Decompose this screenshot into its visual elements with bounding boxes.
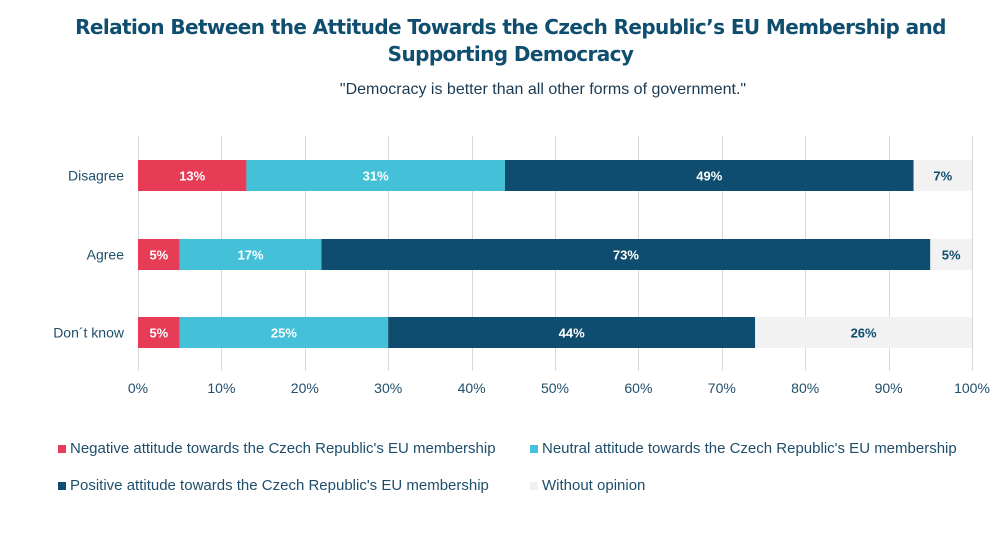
data-label: 26% [851, 326, 877, 341]
bar-segment [246, 160, 505, 191]
bar-segment [138, 317, 180, 348]
bar-segment [913, 160, 972, 191]
legend-item: Neutral attitude towards the Czech Repub… [530, 440, 957, 457]
category-label: Agree [87, 247, 125, 263]
chart-title-line-1: Relation Between the Attitude Towards th… [75, 15, 946, 39]
x-tick-label: 80% [791, 380, 819, 396]
data-label: 73% [613, 248, 639, 263]
data-label: 31% [363, 169, 389, 184]
legend-label: Neutral attitude towards the Czech Repub… [542, 440, 957, 457]
data-label: 5% [149, 326, 168, 341]
legend-swatch [58, 481, 66, 490]
legend-item: Negative attitude towards the Czech Repu… [58, 440, 496, 457]
legend-label: Without opinion [542, 477, 646, 494]
data-label: 49% [696, 169, 722, 184]
data-label: 5% [942, 248, 961, 263]
x-tick-label: 0% [128, 380, 148, 396]
legend-item: Without opinion [530, 477, 645, 494]
data-label: 25% [271, 326, 297, 341]
bar-segment [179, 239, 322, 270]
x-tick-label: 100% [954, 380, 990, 396]
legend-swatch [530, 481, 538, 490]
chart-title: Relation Between the Attitude Towards th… [0, 14, 1001, 68]
data-label: 44% [559, 326, 585, 341]
bar-segment [138, 160, 247, 191]
category-label: Don´t know [53, 325, 125, 341]
data-label: 5% [149, 248, 168, 263]
data-label: 7% [933, 169, 952, 184]
legend-item: Positive attitude towards the Czech Repu… [58, 477, 489, 494]
x-tick-label: 60% [624, 380, 652, 396]
bar-segment [138, 239, 180, 270]
x-tick-label: 70% [708, 380, 736, 396]
x-tick-label: 40% [458, 380, 486, 396]
legend-label: Negative attitude towards the Czech Repu… [70, 440, 496, 457]
bar-segment [755, 317, 972, 348]
bar-segment [179, 317, 389, 348]
legend-swatch [530, 444, 538, 453]
chart-title-line-2: Supporting Democracy [387, 42, 634, 66]
bar-segment [930, 239, 972, 270]
x-tick-label: 30% [374, 380, 402, 396]
bar-segment [388, 317, 756, 348]
data-label: 17% [238, 248, 264, 263]
legend-label: Positive attitude towards the Czech Repu… [70, 477, 489, 494]
x-tick-label: 50% [541, 380, 569, 396]
x-tick-label: 20% [291, 380, 319, 396]
x-tick-label: 90% [875, 380, 903, 396]
legend-swatch [58, 444, 66, 453]
x-tick-label: 10% [207, 380, 235, 396]
category-label: Disagree [68, 168, 124, 184]
bar-segment [504, 160, 914, 191]
chart-subtitle: "Democracy is better than all other form… [339, 81, 747, 98]
bar-segment [321, 239, 931, 270]
data-label: 13% [179, 169, 205, 184]
